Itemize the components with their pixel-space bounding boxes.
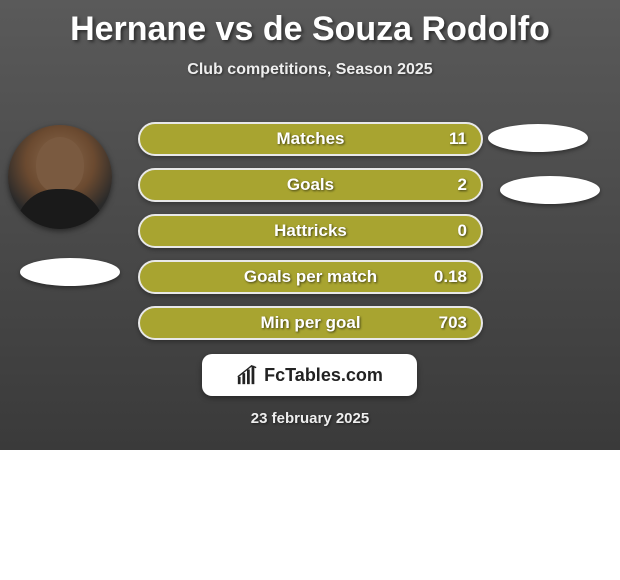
stat-value: 703	[439, 313, 467, 333]
stat-label: Matches	[276, 129, 344, 149]
page-title: Hernane vs de Souza Rodolfo	[0, 0, 620, 49]
stat-row-hattricks: Hattricks 0	[138, 214, 483, 248]
stat-row-min-per-goal: Min per goal 703	[138, 306, 483, 340]
stat-row-goals: Goals 2	[138, 168, 483, 202]
date-text: 23 february 2025	[0, 410, 620, 427]
stat-value: 0.18	[434, 267, 467, 287]
player-right-avatar-placeholder	[488, 124, 588, 152]
stat-label: Min per goal	[260, 313, 360, 333]
stat-label: Goals	[287, 175, 334, 195]
player-left-avatar	[8, 125, 112, 229]
stat-row-goals-per-match: Goals per match 0.18	[138, 260, 483, 294]
avatar-shoulders	[16, 189, 104, 229]
stat-value: 0	[458, 221, 467, 241]
comparison-card: Hernane vs de Souza Rodolfo Club competi…	[0, 0, 620, 450]
stats-container: Matches 11 Goals 2 Hattricks 0 Goals per…	[138, 122, 483, 340]
brand-badge[interactable]: FcTables.com	[202, 354, 417, 396]
stat-label: Hattricks	[274, 221, 347, 241]
brand-text: FcTables.com	[264, 365, 383, 386]
stat-value: 11	[449, 129, 467, 149]
stat-row-matches: Matches 11	[138, 122, 483, 156]
avatar-head	[36, 137, 84, 193]
stat-label: Goals per match	[244, 267, 377, 287]
bar-chart-icon	[236, 364, 258, 386]
player-left-name-plate	[20, 258, 120, 286]
subtitle: Club competitions, Season 2025	[0, 61, 620, 79]
stat-value: 2	[458, 175, 467, 195]
player-right-name-plate	[500, 176, 600, 204]
